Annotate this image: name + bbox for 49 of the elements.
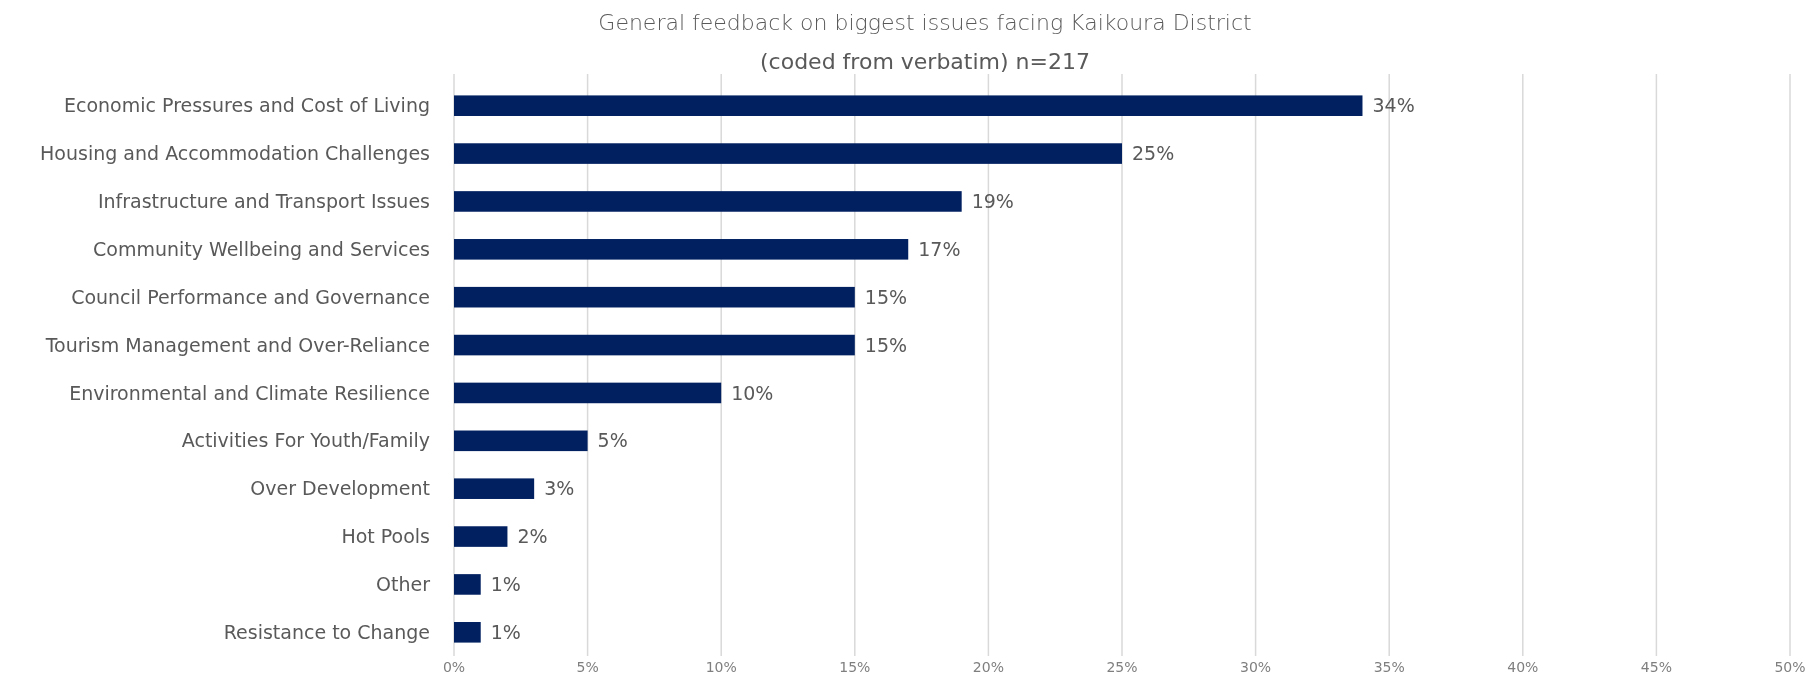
data-label: 17% [918,237,961,260]
y-tick-label: Tourism Management and Over-Reliance [44,333,430,356]
data-label: 25% [1132,142,1175,165]
bar [454,191,962,212]
data-label: 15% [864,285,908,308]
y-tick-label: Community Wellbeing and Services [93,237,430,260]
x-tick-label: 15% [839,659,871,675]
data-label: 3% [544,477,575,500]
chart-subtitle: (coded from verbatim) n=217 [760,49,1090,74]
x-tick-label: 10% [705,659,737,675]
x-tick-label: 50% [1774,659,1806,675]
bar [454,574,481,595]
data-label: 34% [1372,94,1415,117]
x-tick-label: 35% [1373,659,1405,675]
x-tick-label: 45% [1640,659,1672,675]
bar [454,95,1363,116]
y-tick-label: Council Performance and Governance [71,285,430,308]
y-tick-label: Housing and Accommodation Challenges [40,142,430,165]
x-tick-label: 40% [1507,659,1539,675]
x-tick-label: 30% [1240,659,1272,675]
y-tick-label: Resistance to Change [223,620,430,643]
x-tick-label: 25% [1106,659,1138,675]
y-tick-label: Environmental and Climate Resilience [69,381,430,404]
data-label: 5% [597,429,628,452]
x-tick-label: 20% [972,659,1004,675]
data-label: 10% [731,381,774,404]
y-tick-label: Over Development [250,477,430,500]
y-tick-label: Other [376,573,431,596]
data-label: 15% [864,333,908,356]
chart-title: General feedback on biggest issues facing Kaikoura District [598,10,1252,35]
bar [454,239,909,260]
data-label: 19% [971,190,1014,213]
bar [454,143,1122,164]
x-tick-label: 0% [442,659,466,675]
bar [454,430,588,452]
y-tick-label: Infrastructure and Transport Issues [97,190,430,213]
data-label: 1% [490,620,521,643]
y-tick-label: Activities For Youth/Family [181,429,430,452]
bar [454,334,855,356]
y-tick-label: Economic Pressures and Cost of Living [64,94,430,117]
bar [454,622,481,643]
y-tick-label: Hot Pools [341,525,430,548]
x-tick-label: 5% [576,659,599,675]
bar [454,478,535,499]
bar [454,382,722,404]
data-label: 1% [490,573,521,596]
bar [454,286,855,308]
data-label: 2% [517,525,548,548]
bar [454,526,508,547]
